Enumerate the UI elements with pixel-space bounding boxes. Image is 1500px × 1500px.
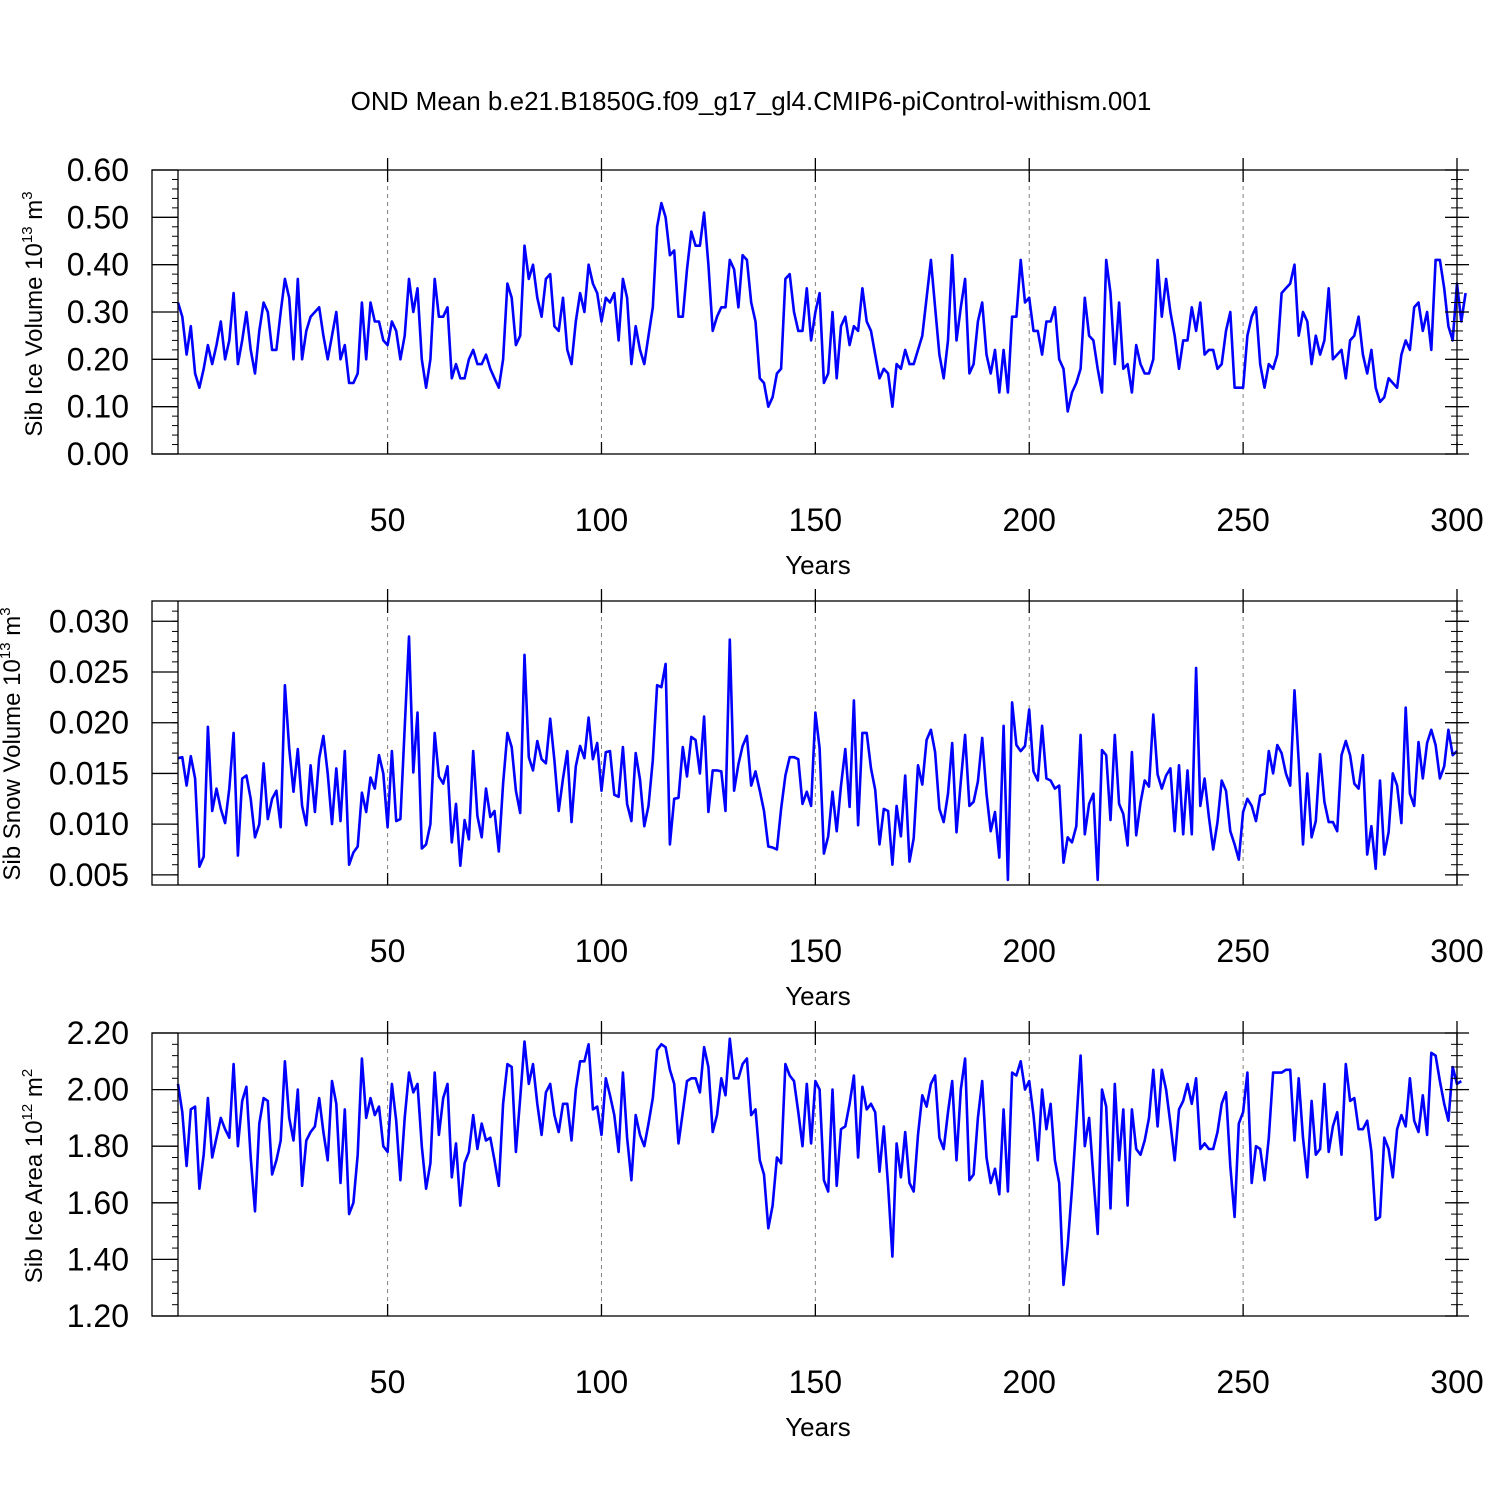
ice-volume-ylabel-text: Sib Ice Volume 10 [21, 243, 48, 436]
svg-text:Sib Snow Volume 1013 m3: Sib Snow Volume 1013 m3 [0, 607, 26, 880]
snow-volume-ylabel-unit-exponent: 3 [0, 607, 14, 615]
ice-volume-x-tick-label: 250 [1216, 502, 1269, 538]
snow-volume-x-tick-label: 150 [789, 933, 842, 969]
ice-area-plot-frame [151, 1032, 1458, 1317]
ice-volume-ylabel-unit-exponent: 3 [19, 191, 36, 199]
snow-volume-x-axis-label: Years [785, 981, 851, 1011]
ice-area-x-tick-label: 100 [575, 1364, 628, 1400]
ice-area-x-tick-label: 50 [370, 1364, 406, 1400]
ice-area-series-line [176, 1037, 1463, 1287]
ice-area-ylabel-unit: m [21, 1077, 48, 1097]
snow-volume-x-tick-label: 50 [370, 933, 406, 969]
ice-area-y-tick-label: 2.20 [67, 1015, 129, 1051]
ice-area-y-tick-label: 1.20 [67, 1298, 129, 1334]
svg-text:Sib Ice Area 1012 m2: Sib Ice Area 1012 m2 [19, 1069, 48, 1283]
ice-area-x-tick-label: 200 [1003, 1364, 1056, 1400]
ice-area-ylabel-exponent: 12 [19, 1104, 36, 1121]
ice-volume-y-axis-label: Sib Ice Volume 1013 m3 [19, 191, 48, 436]
ice-area-x-axis-label: Years [785, 1412, 851, 1442]
ice-volume-y-tick-label: 0.10 [67, 389, 129, 425]
ice-volume-x-tick-label: 200 [1003, 502, 1056, 538]
ice-area-y-tick-label: 1.60 [67, 1185, 129, 1221]
ice-volume-x-tick-label: 50 [370, 502, 406, 538]
ice-area-x-tick-label: 300 [1430, 1364, 1483, 1400]
snow-volume-ylabel-text: Sib Snow Volume 10 [0, 659, 26, 880]
ice-area-ylabel-unit-exponent: 2 [19, 1069, 36, 1077]
snow-volume-y-tick-label: 0.005 [49, 857, 129, 893]
ice-volume-y-tick-label: 0.00 [67, 436, 129, 472]
ice-volume-ylabel-unit: m [21, 200, 48, 220]
ice-area-x-tick-label: 250 [1216, 1364, 1269, 1400]
ice-area-y-tick-label: 1.40 [67, 1241, 129, 1277]
snow-volume-ylabel-exponent: 13 [0, 642, 14, 659]
ice-area-y-tick-label: 1.80 [67, 1128, 129, 1164]
snow-volume-y-tick-label: 0.020 [49, 705, 129, 741]
snow-volume-y-axis-label: Sib Snow Volume 1013 m3 [0, 607, 26, 880]
ice-volume-y-tick-label: 0.30 [67, 294, 129, 330]
snow-volume-x-tick-label: 300 [1430, 933, 1483, 969]
panel-snow-volume: Sib Snow Volume 1013 m3 Years 0.005 0.010… [0, 589, 1484, 1011]
ice-volume-x-tick-label: 300 [1430, 502, 1483, 538]
panel-ice-volume: Sib Ice Volume 1013 m3 Years 0.00 0.10 0.2… [19, 152, 1484, 580]
ice-volume-y-tick-label: 0.60 [67, 152, 129, 188]
ice-volume-x-tick-label: 150 [789, 502, 842, 538]
panel-ice-area: Sib Ice Area 1012 m2 Years 1.20 1.40 1.60 1… [19, 1015, 1484, 1442]
snow-volume-y-tick-label: 0.030 [49, 603, 129, 639]
snow-volume-y-tick-label: 0.015 [49, 755, 129, 791]
ice-volume-x-axis-label: Years [785, 550, 851, 580]
snow-volume-y-tick-label: 0.025 [49, 654, 129, 690]
ice-volume-y-tick-label: 0.50 [67, 199, 129, 235]
snow-volume-y-tick-label: 0.010 [49, 806, 129, 842]
snow-volume-ylabel-unit: m [0, 616, 26, 636]
snow-volume-x-tick-label: 200 [1003, 933, 1056, 969]
figure-title: OND Mean b.e21.B1850G.f09_g17_gl4.CMIP6-… [351, 86, 1152, 116]
ice-volume-x-tick-label: 100 [575, 502, 628, 538]
snow-volume-x-tick-label: 100 [575, 933, 628, 969]
ice-volume-ylabel-exponent: 13 [19, 226, 36, 243]
snow-volume-series-line [177, 635, 1458, 882]
ice-area-y-axis-label: Sib Ice Area 1012 m2 [19, 1069, 48, 1283]
ice-volume-series-line [176, 201, 1467, 413]
ice-area-ylabel-text: Sib Ice Area 10 [21, 1120, 48, 1283]
ice-volume-y-tick-label: 0.40 [67, 247, 129, 283]
svg-text:Sib Ice Volume 1013 m3: Sib Ice Volume 1013 m3 [19, 191, 48, 436]
ice-area-x-tick-label: 150 [789, 1364, 842, 1400]
ice-area-y-tick-label: 2.00 [67, 1072, 129, 1108]
snow-volume-x-tick-label: 250 [1216, 933, 1269, 969]
ice-volume-y-tick-label: 0.20 [67, 341, 129, 377]
